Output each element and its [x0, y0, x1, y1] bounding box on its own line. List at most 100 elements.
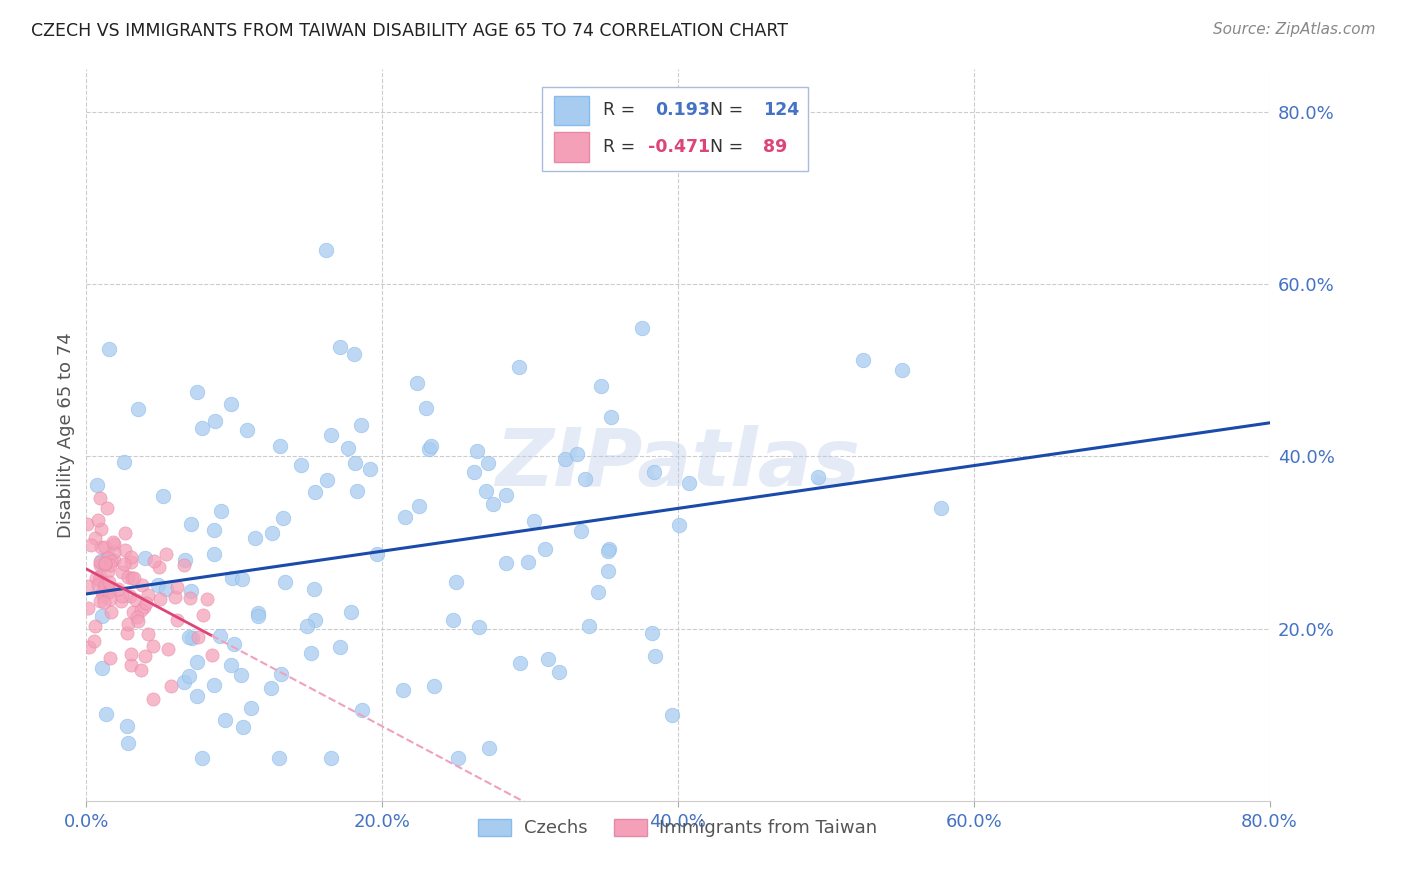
- Point: [103, 537, 125, 551]
- Point: [343, 347, 366, 361]
- Point: [173, 558, 195, 573]
- Point: [482, 497, 505, 511]
- Point: [219, 657, 242, 672]
- Point: [204, 414, 226, 428]
- Point: [478, 741, 501, 756]
- Point: [100, 605, 122, 619]
- Point: [190, 421, 212, 435]
- Text: 0.193: 0.193: [655, 102, 710, 120]
- Text: R =: R =: [603, 102, 636, 120]
- Point: [209, 629, 232, 643]
- Point: [87, 573, 110, 587]
- Point: [93, 595, 115, 609]
- Point: [94, 707, 117, 722]
- Point: [160, 679, 183, 693]
- Point: [127, 402, 149, 417]
- Point: [89, 540, 111, 554]
- Point: [131, 578, 153, 592]
- Point: [77, 601, 100, 615]
- Point: [366, 547, 388, 561]
- Point: [77, 640, 100, 655]
- Point: [229, 668, 252, 682]
- Point: [202, 678, 225, 692]
- Point: [93, 578, 115, 592]
- Point: [441, 613, 464, 627]
- Point: [565, 446, 588, 460]
- Point: [136, 589, 159, 603]
- Point: [112, 455, 135, 469]
- Point: [134, 551, 156, 566]
- Point: [574, 472, 596, 486]
- Point: [152, 489, 174, 503]
- Point: [209, 503, 232, 517]
- Point: [219, 397, 242, 411]
- Point: [98, 592, 121, 607]
- Point: [420, 439, 443, 453]
- Point: [315, 244, 337, 258]
- Point: [186, 384, 208, 399]
- Point: [89, 491, 111, 505]
- Point: [117, 617, 139, 632]
- Point: [202, 523, 225, 537]
- Point: [599, 410, 621, 425]
- Point: [319, 751, 342, 765]
- Point: [94, 578, 117, 592]
- Text: 124: 124: [763, 102, 800, 120]
- Point: [418, 442, 440, 456]
- Point: [111, 589, 134, 603]
- Point: [589, 379, 612, 393]
- Point: [97, 565, 120, 579]
- Point: [598, 543, 620, 558]
- Point: [891, 363, 914, 377]
- Text: -0.471: -0.471: [648, 138, 710, 156]
- Point: [125, 593, 148, 607]
- Point: [586, 585, 609, 599]
- Point: [270, 667, 292, 681]
- Point: [644, 648, 666, 663]
- Point: [98, 558, 121, 572]
- Point: [127, 610, 149, 624]
- Point: [157, 641, 180, 656]
- Point: [463, 466, 485, 480]
- Point: [98, 582, 121, 597]
- Point: [177, 669, 200, 683]
- Point: [474, 483, 496, 498]
- Point: [269, 439, 291, 453]
- Point: [98, 650, 121, 665]
- Point: [122, 571, 145, 585]
- Point: [142, 691, 165, 706]
- Point: [121, 571, 143, 585]
- Point: [179, 584, 201, 599]
- Point: [148, 559, 170, 574]
- Point: [509, 657, 531, 671]
- Point: [173, 675, 195, 690]
- Point: [477, 456, 499, 470]
- Point: [134, 649, 156, 664]
- Point: [392, 682, 415, 697]
- Point: [90, 554, 112, 568]
- Point: [262, 526, 284, 541]
- Point: [444, 575, 467, 590]
- Point: [315, 473, 337, 487]
- Point: [246, 608, 269, 623]
- Point: [84, 619, 107, 633]
- Point: [97, 585, 120, 599]
- Text: CZECH VS IMMIGRANTS FROM TAIWAN DISABILITY AGE 65 TO 74 CORRELATION CHART: CZECH VS IMMIGRANTS FROM TAIWAN DISABILI…: [31, 22, 787, 40]
- Point: [114, 525, 136, 540]
- Point: [340, 605, 363, 619]
- Point: [422, 679, 444, 693]
- Point: [84, 531, 107, 545]
- Point: [214, 713, 236, 727]
- Point: [495, 488, 517, 502]
- Point: [236, 424, 259, 438]
- Point: [103, 535, 125, 549]
- Y-axis label: Disability Age 65 to 74: Disability Age 65 to 74: [58, 332, 75, 538]
- Point: [247, 607, 270, 621]
- Point: [186, 655, 208, 669]
- Point: [180, 517, 202, 532]
- Point: [115, 719, 138, 733]
- Point: [121, 605, 143, 619]
- Point: [112, 557, 135, 571]
- Point: [243, 531, 266, 545]
- Point: [115, 626, 138, 640]
